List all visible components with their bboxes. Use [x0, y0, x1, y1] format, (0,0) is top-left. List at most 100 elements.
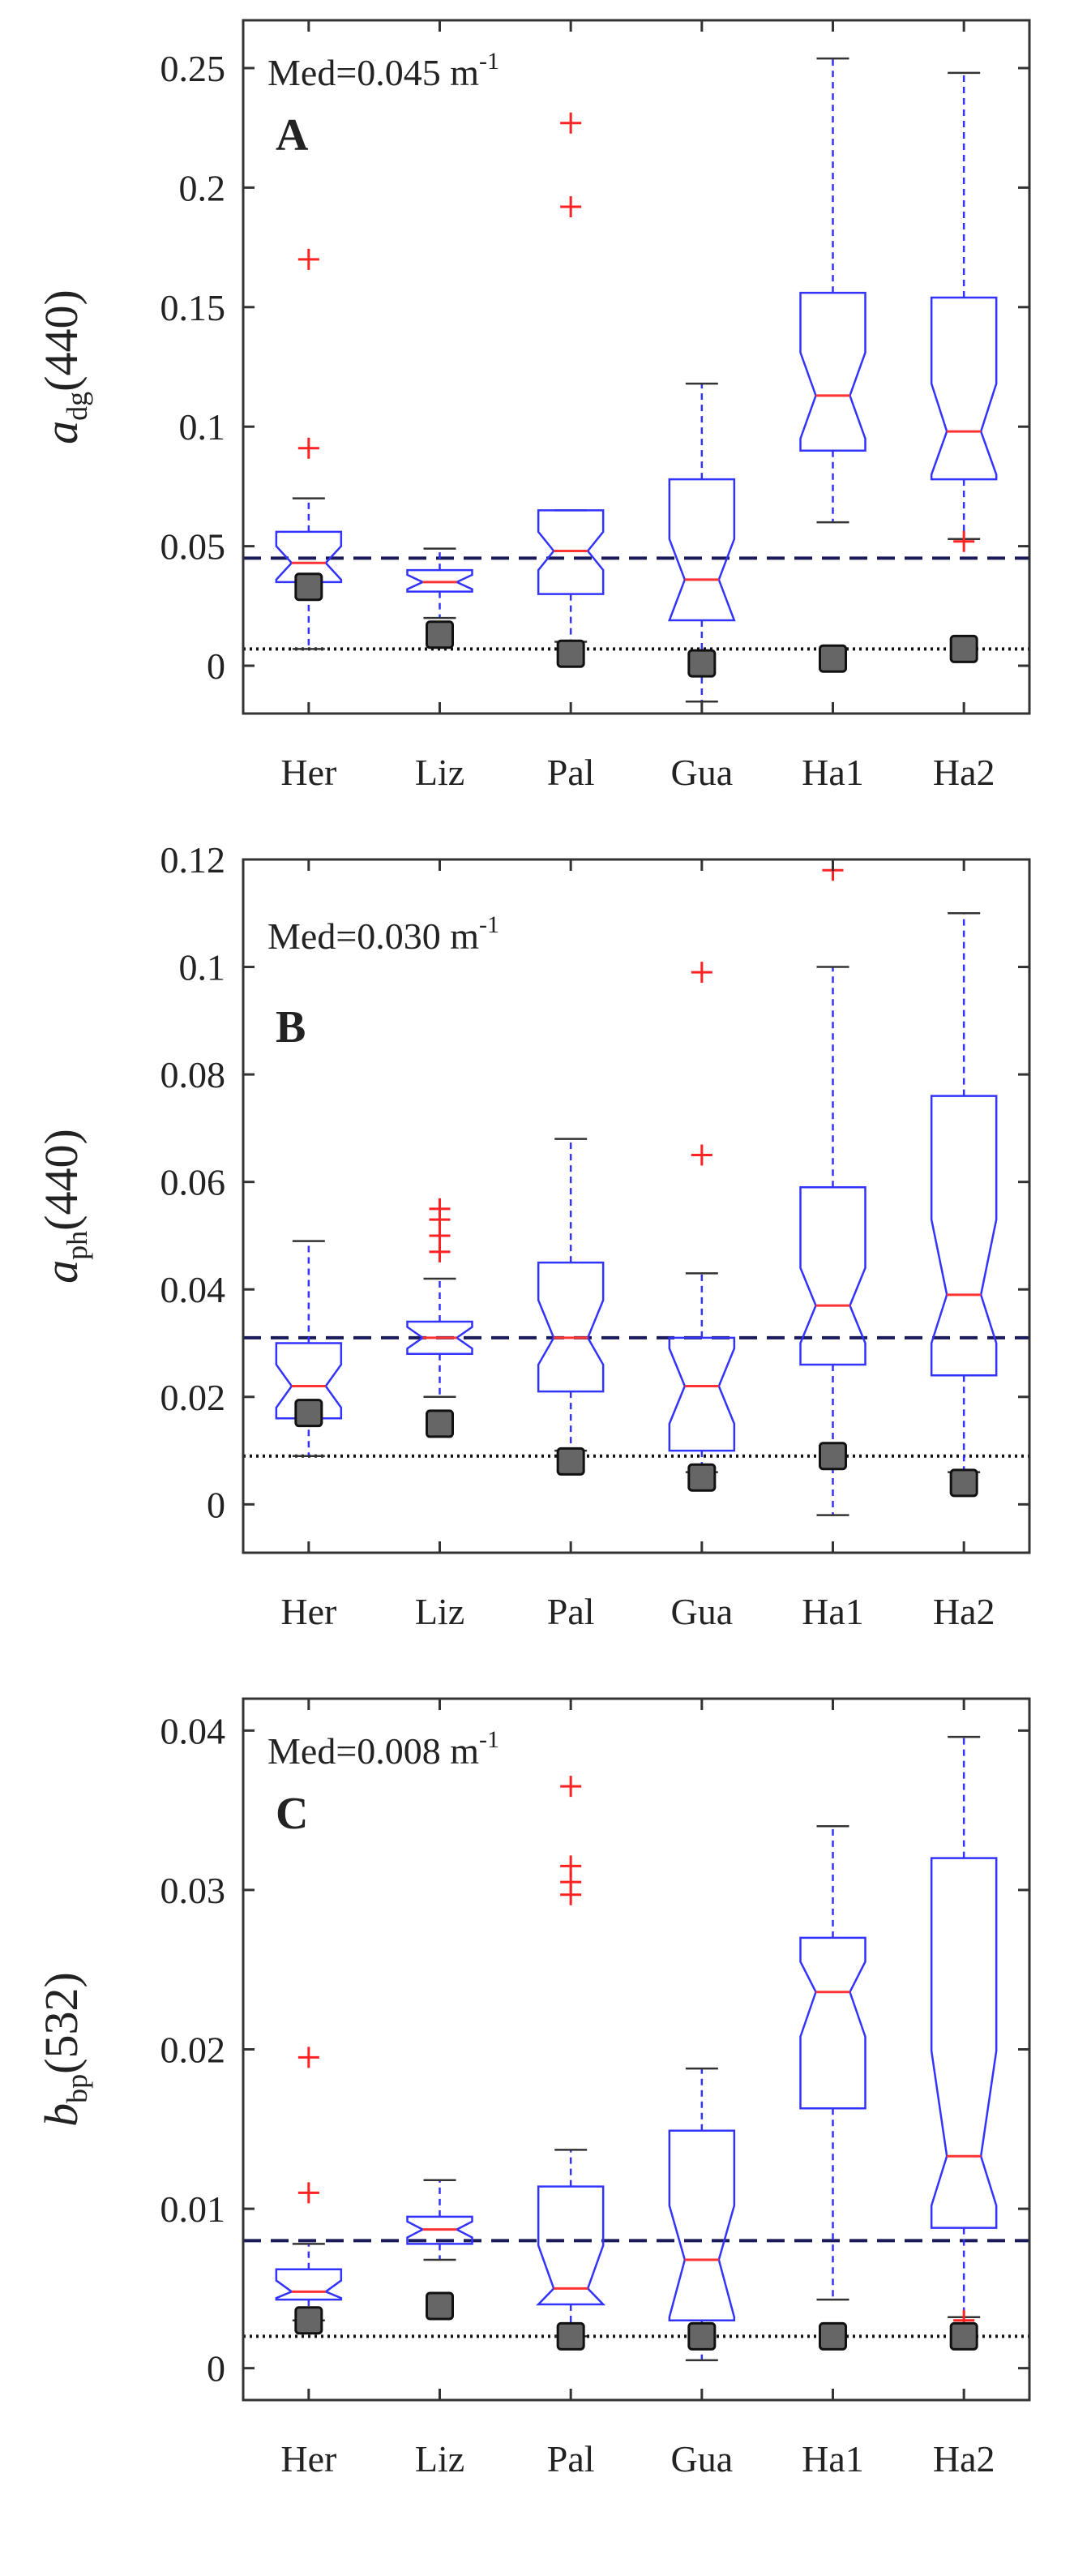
plot-frame: [242, 19, 1031, 715]
y-tick-label: 0.1: [179, 406, 226, 448]
y-axis-label: adg(440): [35, 289, 93, 444]
x-category-label: Her: [280, 1591, 336, 1632]
outlier-point: [953, 530, 975, 552]
notched-box: [406, 1320, 473, 1356]
notched-box: [930, 296, 998, 481]
notched-box: [799, 291, 866, 452]
minimum-marker: [426, 2291, 454, 2321]
panel-letter: A: [276, 110, 309, 161]
notched-box: [406, 2215, 473, 2245]
y-tick-label: 0.03: [160, 1870, 226, 1911]
box-ha1: [799, 1825, 866, 2351]
panel-letter: B: [276, 1002, 306, 1052]
notched-box: [668, 1336, 736, 1452]
box-ha1: [799, 57, 866, 673]
x-category-label: Pal: [547, 752, 595, 793]
box-pal: [537, 112, 605, 668]
minimum-marker: [949, 634, 978, 663]
outlier-point: [297, 2047, 319, 2068]
y-tick-label: 0.02: [160, 2030, 226, 2071]
box-liz: [406, 1198, 473, 1438]
outlier-point: [297, 437, 319, 459]
y-tick-label: 0.05: [160, 526, 226, 568]
notched-box: [799, 1936, 866, 2110]
outlier-point: [691, 962, 712, 984]
minimum-marker: [687, 2321, 717, 2351]
minimum-marker: [949, 1468, 978, 1498]
minimum-marker: [687, 1463, 717, 1492]
x-category-label: Liz: [415, 1591, 464, 1632]
panel-letter: C: [276, 1789, 308, 1839]
outlier-point: [560, 195, 582, 217]
box-pal: [536, 1776, 606, 2351]
notched-box: [275, 530, 343, 584]
notched-box: [537, 1261, 605, 1393]
minimum-marker: [426, 620, 454, 649]
box-gua: [668, 962, 736, 1492]
y-axis-label: bbp(532): [35, 1972, 93, 2127]
median-annotation: Med=0.045 m-1: [267, 48, 499, 93]
box-liz: [406, 547, 473, 649]
minimum-marker: [819, 2321, 847, 2351]
x-category-label: Liz: [415, 2438, 464, 2480]
y-tick-label: 0: [207, 645, 225, 687]
outlier-point: [297, 2182, 319, 2204]
y-tick-label: 0.02: [160, 1377, 226, 1418]
box-liz: [406, 2179, 473, 2321]
panel-c: 0 0.01 0.02 0.03 0.04 Her Liz Pal Gua Ha1 Ha2 bbp(5…: [35, 1697, 1031, 2480]
median-annotation: Med=0.008 m-1: [267, 1726, 499, 1772]
outlier-point: [297, 248, 319, 270]
notched-box: [275, 2268, 343, 2301]
x-category-label: Ha2: [933, 1591, 995, 1632]
y-tick-label: 0: [207, 2348, 225, 2390]
notched-box: [799, 1186, 866, 1366]
minimum-marker: [426, 1409, 454, 1438]
outlier-point: [560, 112, 582, 134]
notched-box: [668, 478, 736, 622]
notched-box: [275, 1342, 343, 1420]
x-category-label: Her: [280, 2438, 336, 2480]
x-category-label: Ha1: [802, 752, 864, 793]
minimum-marker: [819, 1442, 847, 1471]
y-tick-label: 0.15: [160, 287, 226, 328]
notched-box: [930, 1095, 998, 1377]
notched-box: [536, 2185, 606, 2306]
plot-frame: [242, 858, 1031, 1554]
minimum-marker: [556, 639, 585, 668]
outlier-point: [560, 1776, 582, 1798]
box-ha2: [930, 912, 998, 1498]
x-category-label: Ha1: [802, 1591, 864, 1632]
y-tick-label: 0.2: [179, 167, 226, 208]
outlier-point: [429, 1198, 451, 1219]
box-her: [275, 248, 343, 650]
box-her: [275, 2047, 343, 2335]
median-annotation: Med=0.030 m-1: [267, 911, 499, 957]
y-tick-label: 0: [207, 1484, 225, 1525]
y-axis-label: aph(440): [35, 1129, 93, 1284]
y-tick-label: 0.08: [160, 1054, 226, 1095]
outlier-point: [691, 1144, 712, 1166]
x-category-label: Liz: [415, 752, 464, 793]
y-tick-label: 0.12: [160, 839, 226, 881]
x-category-label: Ha2: [933, 2438, 995, 2480]
panel-a: 0 0.05 0.1 0.15 0.2 0.25 Her Liz Pal Gua Ha1 Ha2 adg…: [35, 19, 1031, 793]
panel-b: 0 0.02 0.04 0.06 0.08 0.1 0.12 Her Liz Pal Gua Ha1 H…: [35, 839, 1031, 1632]
minimum-marker: [819, 644, 847, 673]
x-category-label: Ha1: [802, 2438, 864, 2480]
plot-frame: [242, 1697, 1031, 2402]
notched-box: [406, 568, 473, 593]
minimum-marker: [294, 1399, 323, 1428]
minimum-marker: [556, 1447, 585, 1476]
minimum-marker: [294, 572, 323, 602]
x-category-label: Gua: [671, 752, 734, 793]
y-tick-label: 0.04: [160, 1269, 226, 1310]
y-tick-label: 0.25: [160, 48, 226, 89]
box-ha2: [930, 71, 998, 663]
notched-box: [537, 509, 605, 595]
x-category-label: Her: [280, 752, 336, 793]
notched-box: [930, 1857, 998, 2229]
y-tick-label: 0.06: [160, 1162, 226, 1203]
minimum-marker: [294, 2306, 323, 2335]
minimum-marker: [687, 649, 717, 678]
